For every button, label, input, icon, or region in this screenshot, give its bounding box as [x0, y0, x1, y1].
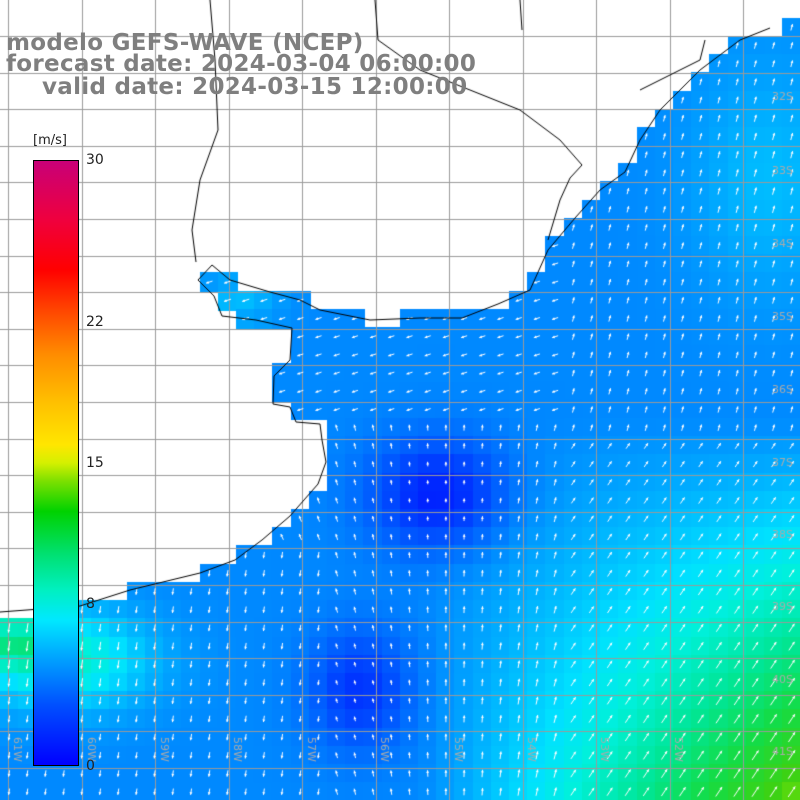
colorbar-tick-label: 0: [86, 758, 95, 774]
title-forecast-date: forecast date: 2024-03-04 06:00:00: [6, 51, 477, 77]
colorbar-units: [m/s]: [33, 133, 67, 148]
colorbar-tick-label: 30: [86, 152, 104, 168]
colorbar-tick-label: 15: [86, 455, 104, 471]
colorbar: [33, 160, 79, 766]
colorbar-tick-label: 22: [86, 313, 104, 330]
colorbar-tick-label: 8: [86, 596, 95, 613]
title-valid-date: valid date: 2024-03-15 12:00:00: [42, 74, 468, 100]
title-model: modelo GEFS-WAVE (NCEP): [6, 30, 364, 56]
